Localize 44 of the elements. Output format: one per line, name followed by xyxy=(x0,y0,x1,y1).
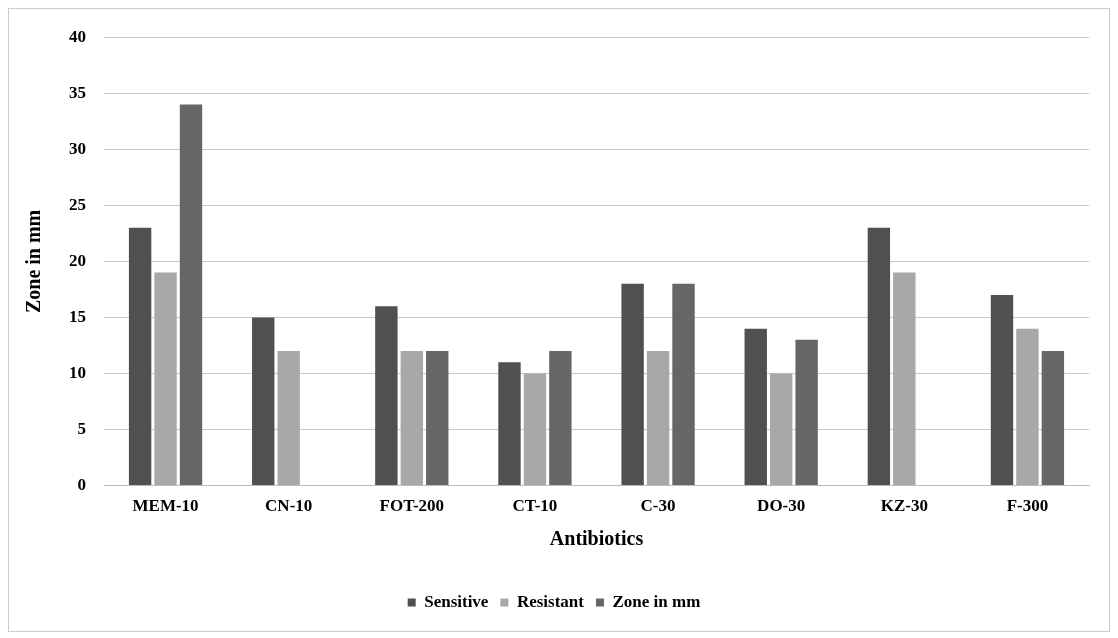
y-tick-label: 5 xyxy=(77,418,86,438)
y-tick-label: 30 xyxy=(69,138,86,158)
bar xyxy=(646,351,670,486)
bar xyxy=(252,317,275,486)
x-tick-label: DO-30 xyxy=(757,496,806,516)
bar xyxy=(523,373,547,486)
bar xyxy=(426,351,449,486)
x-tick-label: CT-10 xyxy=(512,496,558,516)
y-tick-label: 0 xyxy=(77,474,86,494)
bar xyxy=(1016,328,1039,486)
bar xyxy=(990,295,1014,486)
y-tick-label: 35 xyxy=(69,82,86,102)
y-tick-label: 20 xyxy=(69,250,86,270)
bar xyxy=(1041,351,1065,486)
x-tick-label: CN-10 xyxy=(265,496,313,516)
x-tick-label: C-30 xyxy=(640,496,676,516)
bar xyxy=(277,351,300,486)
bar xyxy=(672,283,695,486)
y-tick-label: 15 xyxy=(69,306,86,326)
legend-label: Resistant xyxy=(516,591,585,611)
x-tick-label: MEM-10 xyxy=(132,496,199,516)
bar xyxy=(375,306,398,486)
x-tick-label: F-300 xyxy=(1006,496,1049,516)
legend-label: Sensitive xyxy=(424,591,489,611)
x-tick-label: FOT-200 xyxy=(379,496,445,516)
bar xyxy=(744,328,767,486)
bar xyxy=(769,373,793,486)
bar xyxy=(179,104,203,486)
legend-label: Zone in mm xyxy=(612,591,701,611)
bar xyxy=(549,351,572,486)
bar xyxy=(621,283,644,486)
x-tick-label: KZ-30 xyxy=(880,496,928,516)
bar xyxy=(795,339,818,486)
bar xyxy=(154,272,177,486)
y-tick-label: 25 xyxy=(69,194,86,214)
bar xyxy=(867,227,891,486)
y-axis-title: Zone in mm xyxy=(22,209,45,314)
x-axis-title: Antibiotics xyxy=(549,527,644,550)
bar xyxy=(498,362,521,486)
y-tick-label: 40 xyxy=(69,26,86,46)
bar xyxy=(128,227,152,486)
bar xyxy=(893,272,916,486)
y-tick-label: 10 xyxy=(69,362,86,382)
bar xyxy=(400,351,424,486)
